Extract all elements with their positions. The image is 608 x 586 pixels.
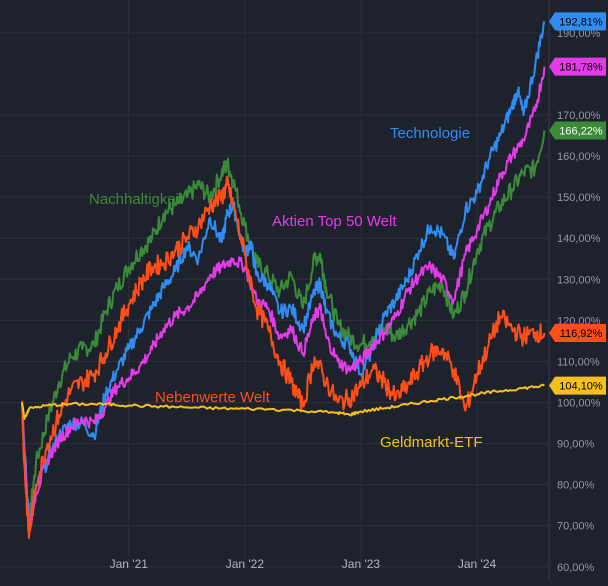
y-tick-label: 80,00% [557, 480, 595, 492]
series-label-geldmarkt-etf: Geldmarkt-ETF [380, 434, 483, 451]
value-badge-text: 166,22% [559, 126, 603, 138]
x-tick-label: Jan '21 [110, 557, 149, 571]
value-badge-nachhaltigkeit: 166,22% [549, 121, 606, 140]
value-badge-technologie: 192,81% [549, 12, 606, 31]
series-label-technologie: Technologie [390, 125, 470, 142]
x-tick-label: Jan '22 [226, 557, 265, 571]
x-tick-label: Jan '23 [342, 557, 381, 571]
value-badge-text: 181,78% [559, 62, 603, 74]
y-tick-label: 130,00% [557, 274, 601, 286]
y-tick-label: 140,00% [557, 233, 601, 245]
value-badge-nebenwerte-welt: 116,92% [549, 324, 606, 343]
series-line-nebenwerte-welt [21, 175, 546, 539]
y-tick-label: 90,00% [557, 439, 595, 451]
x-tick-label: Jan '24 [458, 557, 497, 571]
value-badge-text: 104,10% [559, 381, 603, 393]
series-label-nebenwerte-welt: Nebenwerte Welt [155, 389, 271, 406]
y-tick-label: 190,00% [557, 28, 601, 40]
series-label-nachhaltigkeit: Nachhaltigkeit [89, 191, 184, 208]
y-tick-label: 100,00% [557, 398, 601, 410]
series-line-aktien-top-50-welt [21, 66, 546, 533]
value-badge-geldmarkt-etf: 104,10% [549, 376, 606, 395]
series-line-technologie [21, 21, 546, 527]
y-tick-label: 110,00% [557, 356, 600, 368]
y-tick-label: 150,00% [557, 192, 601, 204]
series-label-aktien-top-50-welt: Aktien Top 50 Welt [272, 213, 397, 230]
value-badge-aktien-top-50-welt: 181,78% [549, 57, 606, 76]
y-tick-label: 70,00% [557, 521, 595, 533]
y-tick-label: 60,00% [557, 562, 595, 574]
y-tick-label: 170,00% [557, 110, 601, 122]
value-badge-text: 192,81% [559, 16, 603, 28]
series-line-geldmarkt-etf [21, 383, 545, 420]
y-tick-label: 160,00% [557, 151, 601, 163]
value-badge-text: 116,92% [560, 328, 603, 340]
